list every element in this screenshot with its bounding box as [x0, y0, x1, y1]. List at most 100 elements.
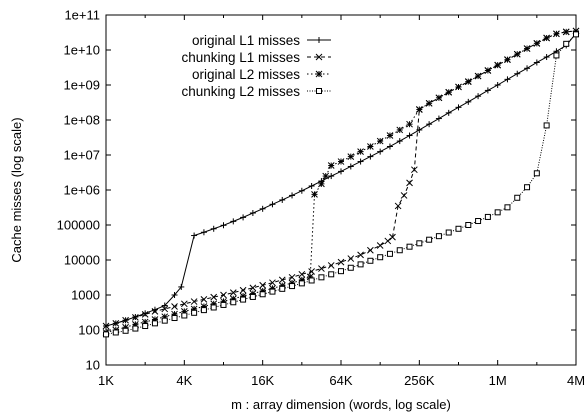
data-point — [328, 271, 335, 278]
x-axis: 1K 4K 16K 64K 256K 1M 4M — [98, 15, 585, 388]
data-point — [573, 31, 579, 38]
data-point — [475, 218, 482, 225]
data-point — [494, 209, 501, 216]
data-point — [103, 331, 109, 338]
data-point — [377, 254, 384, 261]
data-point — [318, 180, 325, 188]
data-point — [533, 59, 540, 66]
data-point — [425, 99, 433, 107]
data-point — [416, 240, 423, 247]
data-point — [278, 276, 286, 284]
data-point — [562, 28, 570, 36]
data-point — [396, 247, 403, 254]
data-point — [504, 76, 511, 83]
data-point — [386, 250, 393, 257]
data-point — [191, 309, 198, 316]
data-point — [220, 222, 227, 229]
data-point — [122, 327, 129, 334]
data-point — [259, 281, 267, 289]
data-point — [543, 54, 550, 61]
data-point — [239, 286, 247, 294]
data-point — [112, 319, 120, 327]
x-axis-label: m : array dimension (words, log scale) — [231, 397, 451, 412]
data-point — [200, 296, 208, 303]
y-tick-label: 10000 — [64, 253, 100, 268]
data-point — [377, 148, 384, 155]
data-point — [112, 329, 119, 336]
data-point — [315, 70, 323, 78]
data-point — [445, 109, 452, 116]
data-point — [347, 163, 354, 170]
data-point — [161, 302, 168, 309]
data-point — [279, 285, 286, 292]
x-tick-label: 1M — [489, 373, 507, 388]
data-point — [347, 255, 355, 262]
data-point — [322, 172, 330, 180]
data-point — [367, 143, 374, 150]
legend-label: original L2 misses — [192, 67, 300, 82]
x-tick-label: 1K — [98, 373, 114, 388]
data-point — [298, 187, 305, 194]
plot-area — [102, 27, 580, 338]
series-line — [105, 32, 577, 327]
x-tick-label: 16K — [251, 373, 274, 388]
data-point — [191, 232, 198, 239]
series-line — [105, 30, 577, 333]
data-point — [171, 292, 178, 298]
data-point — [338, 168, 344, 175]
data-point — [288, 273, 296, 281]
data-point — [249, 293, 256, 300]
series-2 — [102, 27, 580, 330]
data-point — [171, 303, 178, 310]
data-point — [327, 162, 335, 169]
data-point — [415, 106, 423, 113]
legend-item: original L2 misses — [192, 67, 331, 82]
data-point — [210, 225, 217, 232]
data-point — [357, 148, 364, 155]
data-point — [308, 277, 315, 284]
legend-label: chunking L1 misses — [181, 50, 300, 65]
data-point — [200, 229, 207, 236]
data-point — [376, 137, 384, 145]
data-point — [141, 310, 149, 318]
data-point — [504, 204, 511, 211]
data-point — [210, 304, 217, 311]
series-4 — [103, 31, 579, 338]
data-point — [389, 233, 396, 241]
data-point — [455, 225, 462, 232]
data-point — [315, 53, 323, 61]
data-point — [386, 132, 394, 139]
y-axis-label: Cache misses (log scale) — [9, 117, 24, 262]
data-point — [357, 158, 364, 165]
data-point — [523, 45, 531, 52]
data-point — [406, 243, 413, 250]
data-point — [142, 323, 149, 330]
data-point — [249, 210, 256, 217]
data-point — [337, 158, 345, 165]
data-point — [384, 237, 392, 245]
data-point — [435, 233, 442, 240]
data-point — [426, 236, 433, 243]
data-point — [308, 183, 315, 190]
legend: original L1 misses chunking L1 misses orig… — [181, 33, 331, 99]
data-point — [455, 104, 462, 111]
data-point — [229, 289, 237, 296]
y-tick-label: 1e+07 — [63, 148, 100, 163]
data-point — [524, 65, 531, 72]
y-axis: 10 100 1000 10000 100000 1e+06 1e+07 1e+08 1e+09… — [57, 8, 576, 373]
data-point — [249, 284, 257, 292]
data-point — [311, 191, 318, 198]
data-point — [161, 317, 168, 324]
series-1 — [103, 30, 579, 330]
data-point — [533, 39, 541, 47]
data-point — [514, 194, 521, 201]
y-tick-label: 1e+10 — [63, 43, 100, 58]
legend-item: chunking L2 misses — [181, 84, 331, 99]
data-point — [318, 265, 325, 272]
data-point — [289, 192, 296, 199]
data-point — [394, 202, 402, 210]
data-point — [132, 313, 139, 321]
legend-item: original L1 misses — [192, 33, 331, 48]
data-point — [406, 120, 413, 128]
